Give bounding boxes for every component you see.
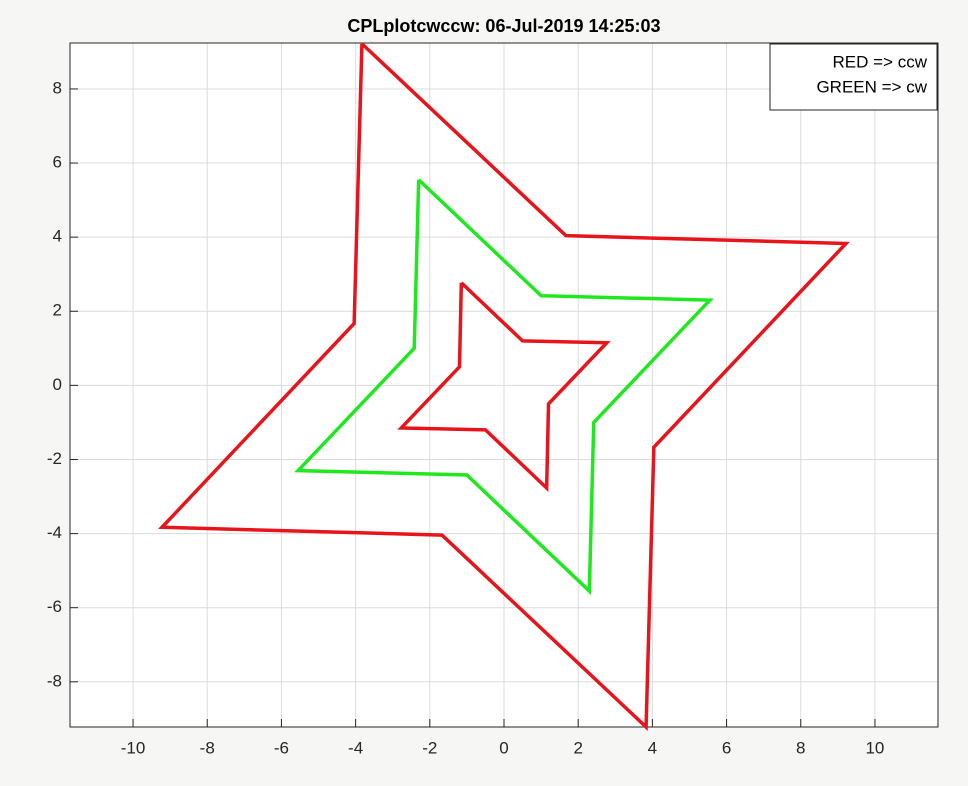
x-tick-label: 8 bbox=[796, 738, 805, 757]
y-tick-label: 6 bbox=[53, 153, 62, 172]
x-tick-label: -2 bbox=[422, 738, 437, 757]
y-tick-label: 4 bbox=[53, 227, 62, 246]
y-tick-label: -8 bbox=[47, 671, 62, 690]
x-tick-label: -4 bbox=[348, 738, 363, 757]
chart-title: CPLplotcwccw: 06-Jul-2019 14:25:03 bbox=[347, 16, 660, 36]
y-tick-label: 8 bbox=[53, 78, 62, 97]
legend-box bbox=[769, 43, 938, 111]
x-tick-label: 2 bbox=[573, 738, 582, 757]
y-tick-label: -6 bbox=[47, 597, 62, 616]
x-tick-label: -10 bbox=[121, 738, 146, 757]
axes-box bbox=[69, 42, 939, 728]
x-tick-label: 10 bbox=[865, 738, 884, 757]
y-tick-label: -4 bbox=[47, 523, 62, 542]
legend-label: GREEN => cw bbox=[816, 77, 927, 96]
series-line bbox=[294, 178, 714, 595]
y-tick-label: 0 bbox=[53, 375, 62, 394]
legend-label: RED => ccw bbox=[833, 52, 928, 71]
series-line bbox=[397, 281, 611, 493]
series-line bbox=[158, 42, 850, 731]
x-tick-label: -8 bbox=[200, 738, 215, 757]
x-tick-label: 0 bbox=[499, 738, 508, 757]
y-tick-label: 2 bbox=[53, 301, 62, 320]
x-tick-label: 4 bbox=[648, 738, 657, 757]
y-tick-label: -2 bbox=[47, 449, 62, 468]
x-tick-label: -6 bbox=[274, 738, 289, 757]
x-tick-label: 6 bbox=[722, 738, 731, 757]
